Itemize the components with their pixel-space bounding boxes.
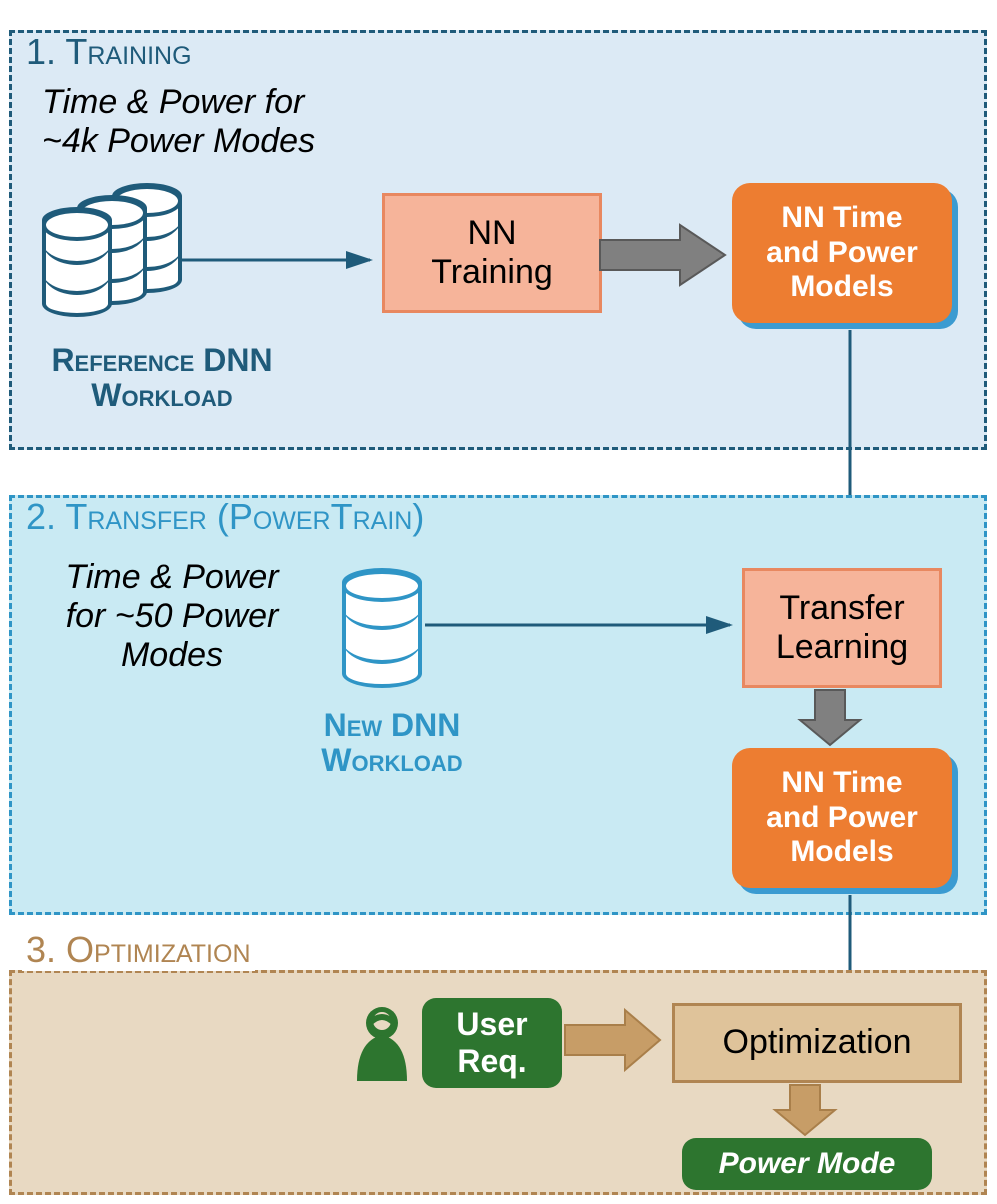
panel-optimization-title: 3. Optimization bbox=[22, 929, 255, 971]
arrow-db-to-training bbox=[180, 250, 380, 270]
reference-caption: Reference DNN Workload bbox=[12, 343, 312, 413]
user-req-box: User Req. bbox=[422, 998, 562, 1088]
transfer-subtitle: Time & Power for ~50 Power Modes bbox=[32, 558, 312, 675]
panel-transfer-title: 2. Transfer (PowerTrain) bbox=[22, 496, 428, 538]
power-mode-label: Power Mode bbox=[719, 1147, 896, 1182]
nn-training-label: NN Training bbox=[431, 214, 553, 292]
nn-models-box-1: NN Time and Power Models bbox=[732, 183, 952, 323]
panel-training-title: 1. Training bbox=[22, 31, 196, 73]
reference-db-icon bbox=[42, 183, 202, 333]
optimization-box: Optimization bbox=[672, 1003, 962, 1083]
transfer-learning-label: Transfer Learning bbox=[776, 589, 908, 667]
arrow-user-to-opt bbox=[565, 1010, 665, 1070]
nn-models-label-2: NN Time and Power Models bbox=[766, 766, 918, 870]
optimization-label: Optimization bbox=[723, 1023, 912, 1062]
user-icon bbox=[352, 1003, 412, 1083]
user-req-label: User Req. bbox=[456, 1006, 527, 1080]
nn-models-label-1: NN Time and Power Models bbox=[766, 201, 918, 305]
transfer-learning-box: Transfer Learning bbox=[742, 568, 942, 688]
new-caption: New DNN Workload bbox=[292, 708, 492, 778]
arrow-transfer-to-models2 bbox=[800, 690, 860, 750]
nn-training-box: NN Training bbox=[382, 193, 602, 313]
arrow-opt-to-mode bbox=[775, 1085, 835, 1140]
panel-optimization: 3. Optimization User Req. Optimization P… bbox=[9, 970, 987, 1195]
power-mode-box: Power Mode bbox=[682, 1138, 932, 1190]
training-subtitle: Time & Power for ~4k Power Modes bbox=[42, 83, 315, 161]
training-subtitle-l1: Time & Power for ~4k Power Modes bbox=[42, 83, 315, 160]
arrow-newdb-to-transfer bbox=[425, 615, 740, 635]
arrow-training-to-models bbox=[600, 225, 730, 285]
nn-models-box-2: NN Time and Power Models bbox=[732, 748, 952, 888]
